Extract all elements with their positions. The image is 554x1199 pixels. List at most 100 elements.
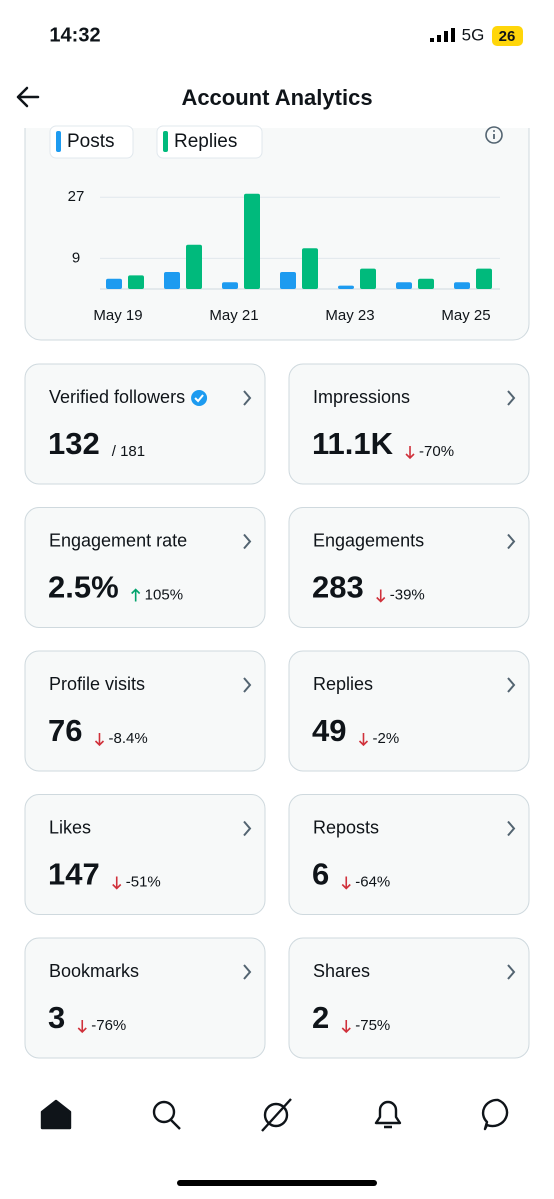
info-icon[interactable] (485, 126, 503, 144)
metric-card[interactable]: Impressions 11.1K -70% (288, 363, 530, 485)
metric-card[interactable]: Engagement rate 2.5% 105% (24, 507, 266, 628)
metric-value: 3 (48, 1000, 65, 1035)
chart: 9 27 Posts Replies May 19 May 21 May 23 May 25 (49, 125, 500, 324)
chevron (243, 677, 252, 693)
metric-value: 2 (312, 1000, 329, 1035)
bar (164, 272, 180, 289)
metric-value: 2.5% (48, 570, 119, 605)
metric-card[interactable]: Engagements 283 -39% (288, 507, 530, 628)
metric-change: -8.4% (108, 730, 147, 747)
metric-change: -70% (419, 443, 454, 460)
bar (186, 244, 202, 289)
bar (338, 285, 354, 289)
chevron (507, 677, 516, 693)
bar (222, 282, 238, 289)
metric-value: 49 (312, 713, 346, 748)
card-background (288, 937, 530, 1059)
metric-title: Replies (313, 674, 373, 694)
x-tick-label: May 19 (93, 307, 142, 324)
y-tick-label: 9 (72, 249, 80, 266)
metric-title: Profile visits (49, 674, 145, 694)
chevron (507, 964, 516, 980)
grok-tab[interactable] (261, 1098, 292, 1132)
metric-card[interactable]: Reposts 6 -64% (288, 794, 530, 915)
metric-title: Reposts (313, 817, 379, 837)
metric-card[interactable]: Profile visits 76 -8.4% (24, 650, 266, 772)
chevron (507, 390, 516, 406)
y-tick-label: 27 (68, 188, 85, 205)
chevron (507, 533, 516, 550)
metric-title: Bookmarks (49, 961, 139, 981)
bar (106, 278, 122, 289)
back-button[interactable] (16, 86, 40, 108)
metric-card[interactable]: Verified followers 132 / 181 (24, 363, 266, 485)
metric-title: Likes (49, 817, 91, 837)
metric-title: Shares (313, 961, 370, 981)
metric-total: / 181 (112, 443, 145, 460)
bar (396, 282, 412, 289)
metric-value: 11.1K (312, 426, 394, 461)
tab-bar (40, 1098, 509, 1132)
metric-change: -51% (126, 873, 161, 890)
trend-arrow (358, 733, 369, 747)
legend-swatch (56, 131, 61, 152)
card-background (24, 507, 266, 628)
home-indicator (177, 1180, 377, 1186)
bar (302, 248, 318, 289)
notifications-tab[interactable] (374, 1100, 402, 1129)
chevron (243, 820, 252, 837)
metric-card[interactable]: Shares 2 -75% (288, 937, 530, 1059)
metric-change: -39% (390, 586, 425, 603)
metric-title: Engagement rate (49, 530, 187, 550)
battery (492, 26, 523, 46)
battery-level: 26 (499, 28, 516, 45)
metric-grid: Verified followers 132 / 181 Impressions 11.… (24, 363, 530, 1059)
metric-change: 105% (145, 586, 183, 603)
legend-label: Posts (67, 131, 115, 152)
chevron (507, 820, 516, 837)
card-background (24, 650, 266, 772)
metric-title: Engagements (313, 530, 424, 550)
x-tick-label: May 25 (441, 307, 490, 324)
messages-tab[interactable] (481, 1098, 509, 1131)
bar (454, 282, 470, 289)
card-background (288, 363, 530, 485)
signal (430, 28, 455, 42)
card-background (288, 650, 530, 772)
metric-value: 147 (48, 857, 100, 892)
metric-title: Verified followers (49, 387, 185, 407)
metric-card[interactable]: Replies 49 -2% (288, 650, 530, 772)
trend-arrow (94, 733, 105, 747)
legend-swatch (163, 131, 168, 152)
trend-arrow (341, 876, 351, 890)
page-title: Account Analytics (181, 85, 372, 110)
home-tab[interactable] (40, 1099, 72, 1130)
top-bar (0, 0, 554, 128)
time: 14:32 (49, 24, 100, 46)
metric-card[interactable]: Bookmarks 3 -76% (24, 937, 266, 1059)
card-background (24, 794, 266, 915)
metric-change: -2% (372, 730, 399, 747)
bar (244, 193, 260, 289)
metric-change: -76% (91, 1017, 126, 1034)
metric-title: Impressions (313, 387, 410, 407)
trend-arrow (376, 589, 386, 603)
chevron (243, 390, 252, 406)
bar (280, 272, 296, 289)
bar (476, 268, 492, 289)
metric-change: -75% (355, 1017, 390, 1034)
bar (128, 275, 144, 289)
trend-arrow (405, 446, 415, 460)
card-background (288, 507, 530, 628)
metric-value: 132 (48, 426, 100, 461)
metric-value: 76 (48, 713, 82, 748)
chevron (243, 533, 252, 550)
metric-card[interactable]: Likes 147 -51% (24, 794, 266, 915)
trend-arrow (112, 876, 122, 890)
trend-arrow (341, 1020, 351, 1034)
legend-chip (49, 125, 134, 159)
search-tab[interactable] (152, 1100, 181, 1130)
bar (418, 278, 434, 289)
legend-chip (156, 125, 263, 159)
